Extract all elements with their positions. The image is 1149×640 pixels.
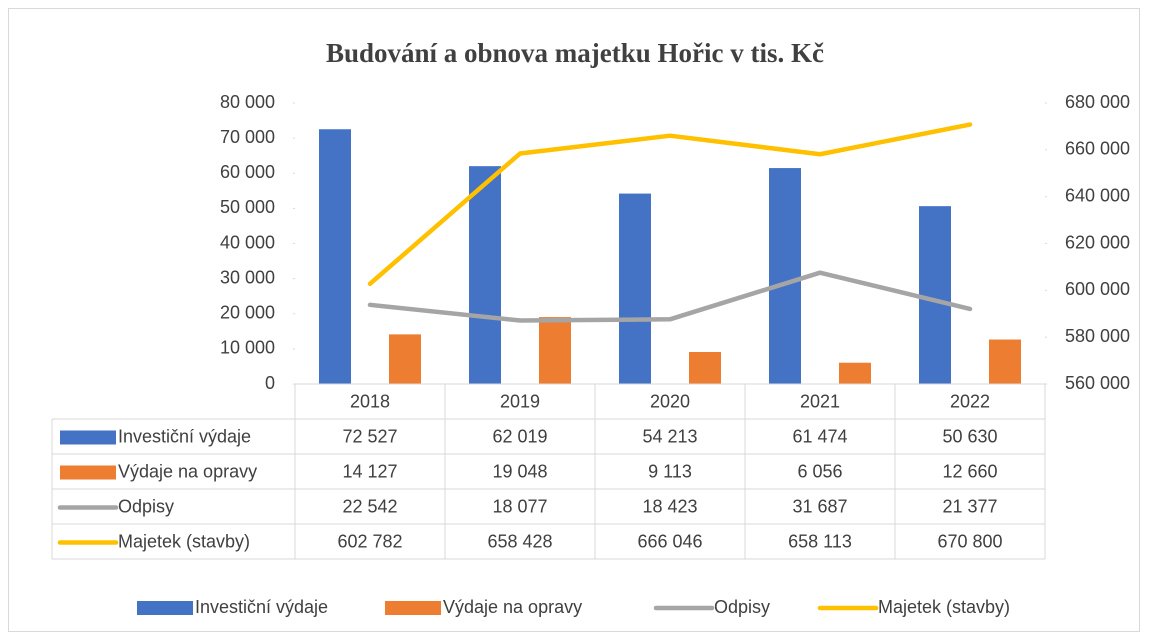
- table-cell: 18 423: [642, 496, 697, 516]
- y2-tick-label: 600 000: [1065, 279, 1130, 299]
- y2-tick-label: 580 000: [1065, 326, 1130, 346]
- table-row-label: Majetek (stavby): [118, 531, 250, 551]
- table-cell: 658 428: [487, 531, 552, 551]
- table-cell: 72 527: [342, 426, 397, 446]
- x-tick-label: 2022: [950, 391, 990, 411]
- x-tick-label: 2020: [650, 391, 690, 411]
- table-cell: 14 127: [342, 461, 397, 481]
- bar: [389, 334, 421, 384]
- y2-tick-label: 560 000: [1065, 373, 1130, 393]
- x-tick-label: 2019: [500, 391, 540, 411]
- table-cell: 31 687: [792, 496, 847, 516]
- table-cell: 6 056: [797, 461, 842, 481]
- chart-title: Budování a obnova majetku Hořic v tis. K…: [326, 38, 824, 68]
- line: [367, 270, 973, 323]
- y-tick-label: 80 000: [220, 92, 275, 112]
- bar: [539, 317, 571, 384]
- y-tick-label: 10 000: [220, 338, 275, 358]
- legend-key: [137, 601, 193, 615]
- bar: [919, 206, 951, 384]
- bar: [989, 339, 1021, 384]
- y2-tick-label: 660 000: [1065, 139, 1130, 159]
- bar: [619, 193, 651, 384]
- legend-label: Odpisy: [714, 597, 770, 617]
- y2-tick-label: 640 000: [1065, 185, 1130, 205]
- table-cell: 50 630: [942, 426, 997, 446]
- y2-tick-label: 620 000: [1065, 232, 1130, 252]
- y-tick-label: 60 000: [220, 162, 275, 182]
- table-key: [60, 465, 116, 480]
- table-cell: 54 213: [642, 426, 697, 446]
- table-cell: 62 019: [492, 426, 547, 446]
- table-row-label: Investiční výdaje: [118, 426, 251, 446]
- y-tick-label: 30 000: [220, 267, 275, 287]
- table-cell: 666 046: [637, 531, 702, 551]
- table-cell: 12 660: [942, 461, 997, 481]
- legend-label: Výdaje na opravy: [443, 597, 582, 617]
- table-row-label: Výdaje na opravy: [118, 461, 257, 481]
- table-cell: 9 113: [648, 461, 692, 481]
- bar: [839, 362, 871, 384]
- table-cell: 21 377: [942, 496, 997, 516]
- bar: [769, 168, 801, 384]
- y-tick-label: 0: [265, 373, 275, 393]
- line: [367, 122, 973, 287]
- y-tick-label: 50 000: [220, 197, 275, 217]
- bar: [689, 351, 721, 384]
- table-row-label: Odpisy: [118, 496, 174, 516]
- table-cell: 670 800: [937, 531, 1002, 551]
- y-tick-label: 40 000: [220, 232, 275, 252]
- legend-label: Investiční výdaje: [195, 597, 328, 617]
- table-cell: 658 113: [788, 531, 852, 551]
- bar: [319, 129, 351, 384]
- legend-label: Majetek (stavby): [878, 597, 1010, 617]
- y-tick-label: 20 000: [220, 303, 275, 323]
- table-cell: 602 782: [337, 531, 402, 551]
- legend-key: [385, 601, 441, 615]
- y2-tick-label: 680 000: [1065, 92, 1130, 112]
- table-cell: 19 048: [492, 461, 547, 481]
- table-cell: 18 077: [492, 496, 547, 516]
- table-cell: 61 474: [792, 426, 847, 446]
- x-tick-label: 2021: [800, 391, 840, 411]
- x-tick-label: 2018: [350, 391, 390, 411]
- table-key: [60, 430, 116, 445]
- table-cell: 22 542: [342, 496, 397, 516]
- y-tick-label: 70 000: [220, 127, 275, 147]
- bar: [469, 166, 501, 384]
